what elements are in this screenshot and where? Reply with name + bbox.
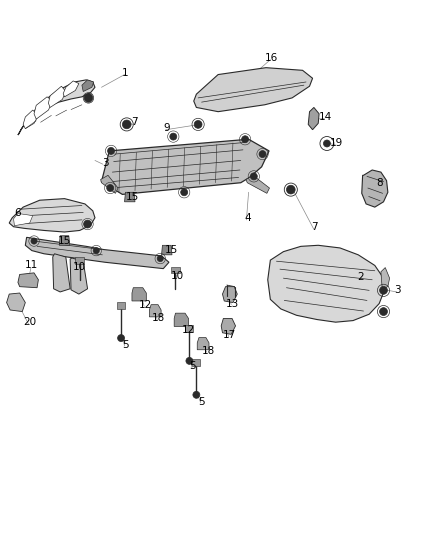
Ellipse shape [157, 255, 163, 262]
Ellipse shape [286, 185, 295, 194]
Ellipse shape [122, 120, 131, 129]
Ellipse shape [242, 136, 249, 143]
Polygon shape [132, 288, 146, 301]
Ellipse shape [181, 189, 187, 196]
Polygon shape [18, 273, 39, 288]
Text: 18: 18 [152, 313, 165, 324]
Text: 18: 18 [201, 346, 215, 357]
Text: 12: 12 [138, 300, 152, 310]
Text: 17: 17 [223, 330, 237, 341]
Text: 10: 10 [171, 271, 184, 281]
Text: 5: 5 [198, 397, 205, 407]
Text: 6: 6 [14, 208, 21, 219]
Polygon shape [23, 110, 39, 128]
Ellipse shape [193, 391, 200, 398]
Polygon shape [117, 302, 125, 309]
Ellipse shape [31, 238, 37, 244]
Text: 9: 9 [163, 123, 170, 133]
Polygon shape [223, 287, 237, 303]
Text: 5: 5 [190, 361, 196, 371]
Polygon shape [124, 192, 135, 202]
Polygon shape [185, 325, 193, 332]
Ellipse shape [380, 308, 388, 316]
Text: 3: 3 [394, 285, 401, 295]
Ellipse shape [108, 148, 115, 155]
Polygon shape [14, 214, 33, 225]
Ellipse shape [194, 120, 202, 128]
Ellipse shape [84, 93, 93, 102]
Ellipse shape [93, 247, 99, 254]
Text: 15: 15 [125, 191, 138, 201]
Ellipse shape [186, 358, 193, 365]
Ellipse shape [84, 220, 92, 228]
Polygon shape [221, 318, 236, 334]
Text: 12: 12 [182, 325, 195, 335]
Polygon shape [362, 170, 388, 207]
Ellipse shape [323, 140, 330, 147]
Polygon shape [18, 80, 95, 135]
Polygon shape [246, 175, 269, 193]
Text: 3: 3 [102, 158, 108, 168]
Polygon shape [197, 337, 209, 350]
Polygon shape [101, 175, 118, 193]
Polygon shape [192, 359, 200, 366]
Ellipse shape [117, 335, 124, 342]
Polygon shape [268, 245, 385, 322]
Polygon shape [25, 237, 169, 269]
Polygon shape [9, 199, 95, 232]
Ellipse shape [380, 286, 388, 294]
Ellipse shape [170, 133, 177, 140]
Text: 13: 13 [226, 298, 239, 309]
Ellipse shape [259, 151, 266, 158]
Polygon shape [7, 293, 25, 312]
Text: 19: 19 [330, 139, 343, 149]
Polygon shape [149, 305, 161, 317]
Polygon shape [171, 266, 180, 273]
Polygon shape [59, 236, 70, 245]
Polygon shape [53, 254, 70, 292]
Text: 15: 15 [165, 245, 178, 255]
Text: 16: 16 [265, 53, 278, 62]
Text: 20: 20 [23, 317, 36, 327]
Polygon shape [34, 97, 53, 119]
Polygon shape [48, 86, 66, 108]
Text: 15: 15 [58, 236, 71, 246]
Polygon shape [174, 313, 188, 326]
Text: 7: 7 [311, 222, 318, 232]
Polygon shape [102, 139, 269, 195]
Text: 1: 1 [122, 68, 129, 78]
Polygon shape [162, 245, 172, 255]
Text: 8: 8 [377, 177, 383, 188]
Text: 11: 11 [25, 261, 39, 270]
Text: 2: 2 [357, 272, 364, 282]
Text: 4: 4 [244, 213, 251, 223]
Polygon shape [75, 257, 84, 264]
Polygon shape [381, 268, 390, 289]
Polygon shape [63, 81, 79, 97]
Ellipse shape [107, 184, 114, 191]
Text: 14: 14 [319, 112, 332, 122]
Ellipse shape [251, 173, 257, 180]
Polygon shape [194, 68, 313, 112]
Polygon shape [308, 108, 319, 130]
Text: 5: 5 [122, 340, 129, 350]
Polygon shape [70, 258, 88, 294]
Text: 7: 7 [131, 117, 138, 127]
Polygon shape [82, 80, 94, 92]
Text: 10: 10 [73, 262, 86, 271]
